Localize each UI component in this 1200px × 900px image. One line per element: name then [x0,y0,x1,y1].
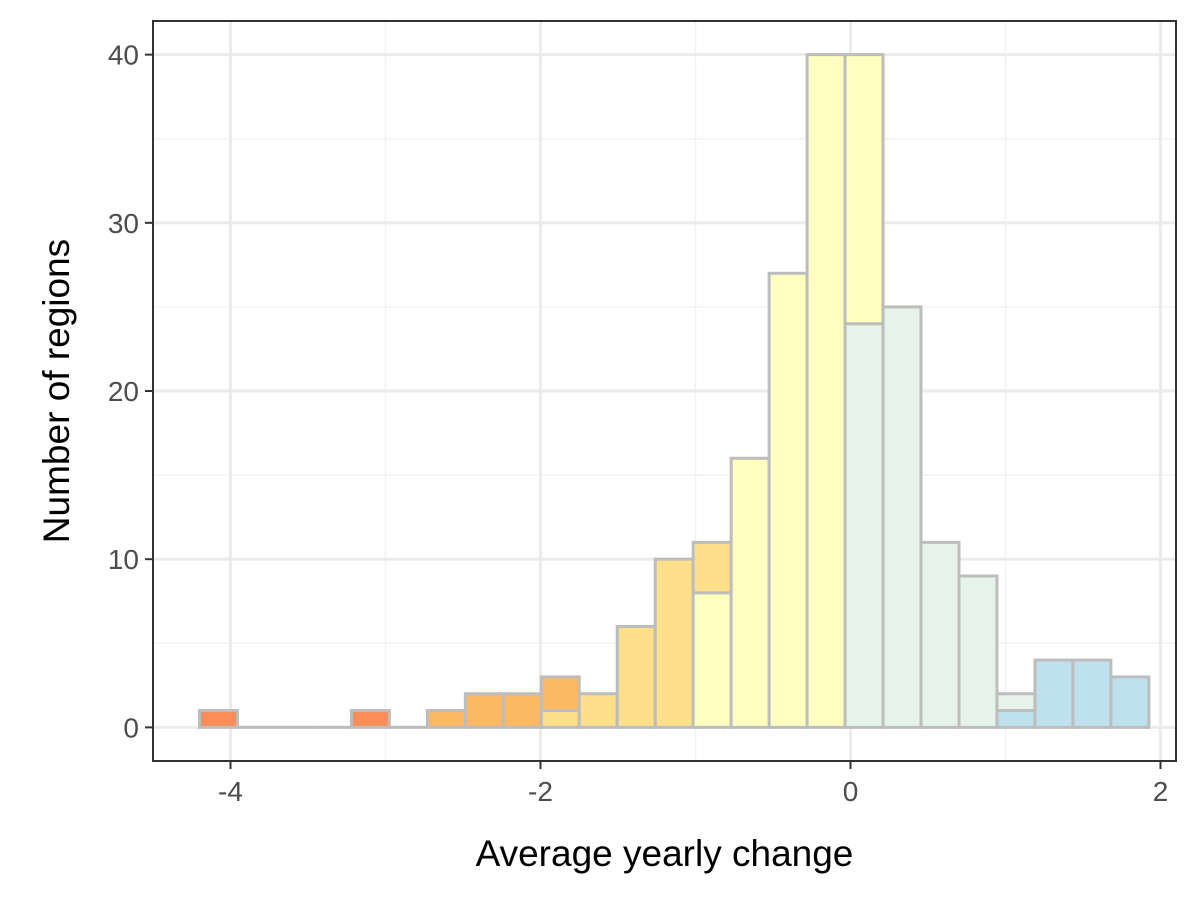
histogram-bar [729,456,771,729]
histogram-bar [957,574,999,729]
histogram-bar [615,624,657,729]
histogram-bar [1033,658,1075,729]
bars [198,53,1151,729]
histogram-bar [805,53,847,729]
x-tick-label: 2 [1153,776,1169,807]
histogram-bar [995,692,1037,713]
x-axis-ticks: -4 -2 0 2 [218,761,1168,807]
y-tick-label: 0 [123,712,139,743]
histogram-bar [881,305,923,729]
histogram-bar [653,557,695,729]
x-tick-label: -2 [528,776,553,807]
histogram-bar [539,675,581,713]
histogram-bar [919,540,961,729]
histogram-bar [843,53,885,326]
histogram-bar [767,271,809,729]
y-axis-title: Number of regions [36,239,77,543]
histogram-bar [501,692,543,729]
histogram-bar [425,709,467,729]
histogram-bar [1071,658,1113,729]
histogram-bar [577,692,619,729]
histogram-bar [691,540,733,595]
y-tick-label: 20 [108,376,139,407]
histogram-bar [463,692,505,729]
y-tick-label: 40 [108,40,139,71]
y-tick-label: 30 [108,208,139,239]
histogram-bar [691,591,733,729]
histogram-bar [349,709,391,729]
y-axis-ticks: 0 10 20 30 40 [108,40,153,743]
x-tick-label: 0 [843,776,859,807]
histogram-bar [843,322,885,729]
histogram-bar [198,709,239,729]
x-tick-label: -4 [218,776,243,807]
histogram-bar [539,709,581,729]
y-tick-label: 10 [108,544,139,575]
histogram-bar [995,709,1037,729]
histogram-bar [1109,675,1151,729]
x-axis-title: Average yearly change [476,833,854,874]
